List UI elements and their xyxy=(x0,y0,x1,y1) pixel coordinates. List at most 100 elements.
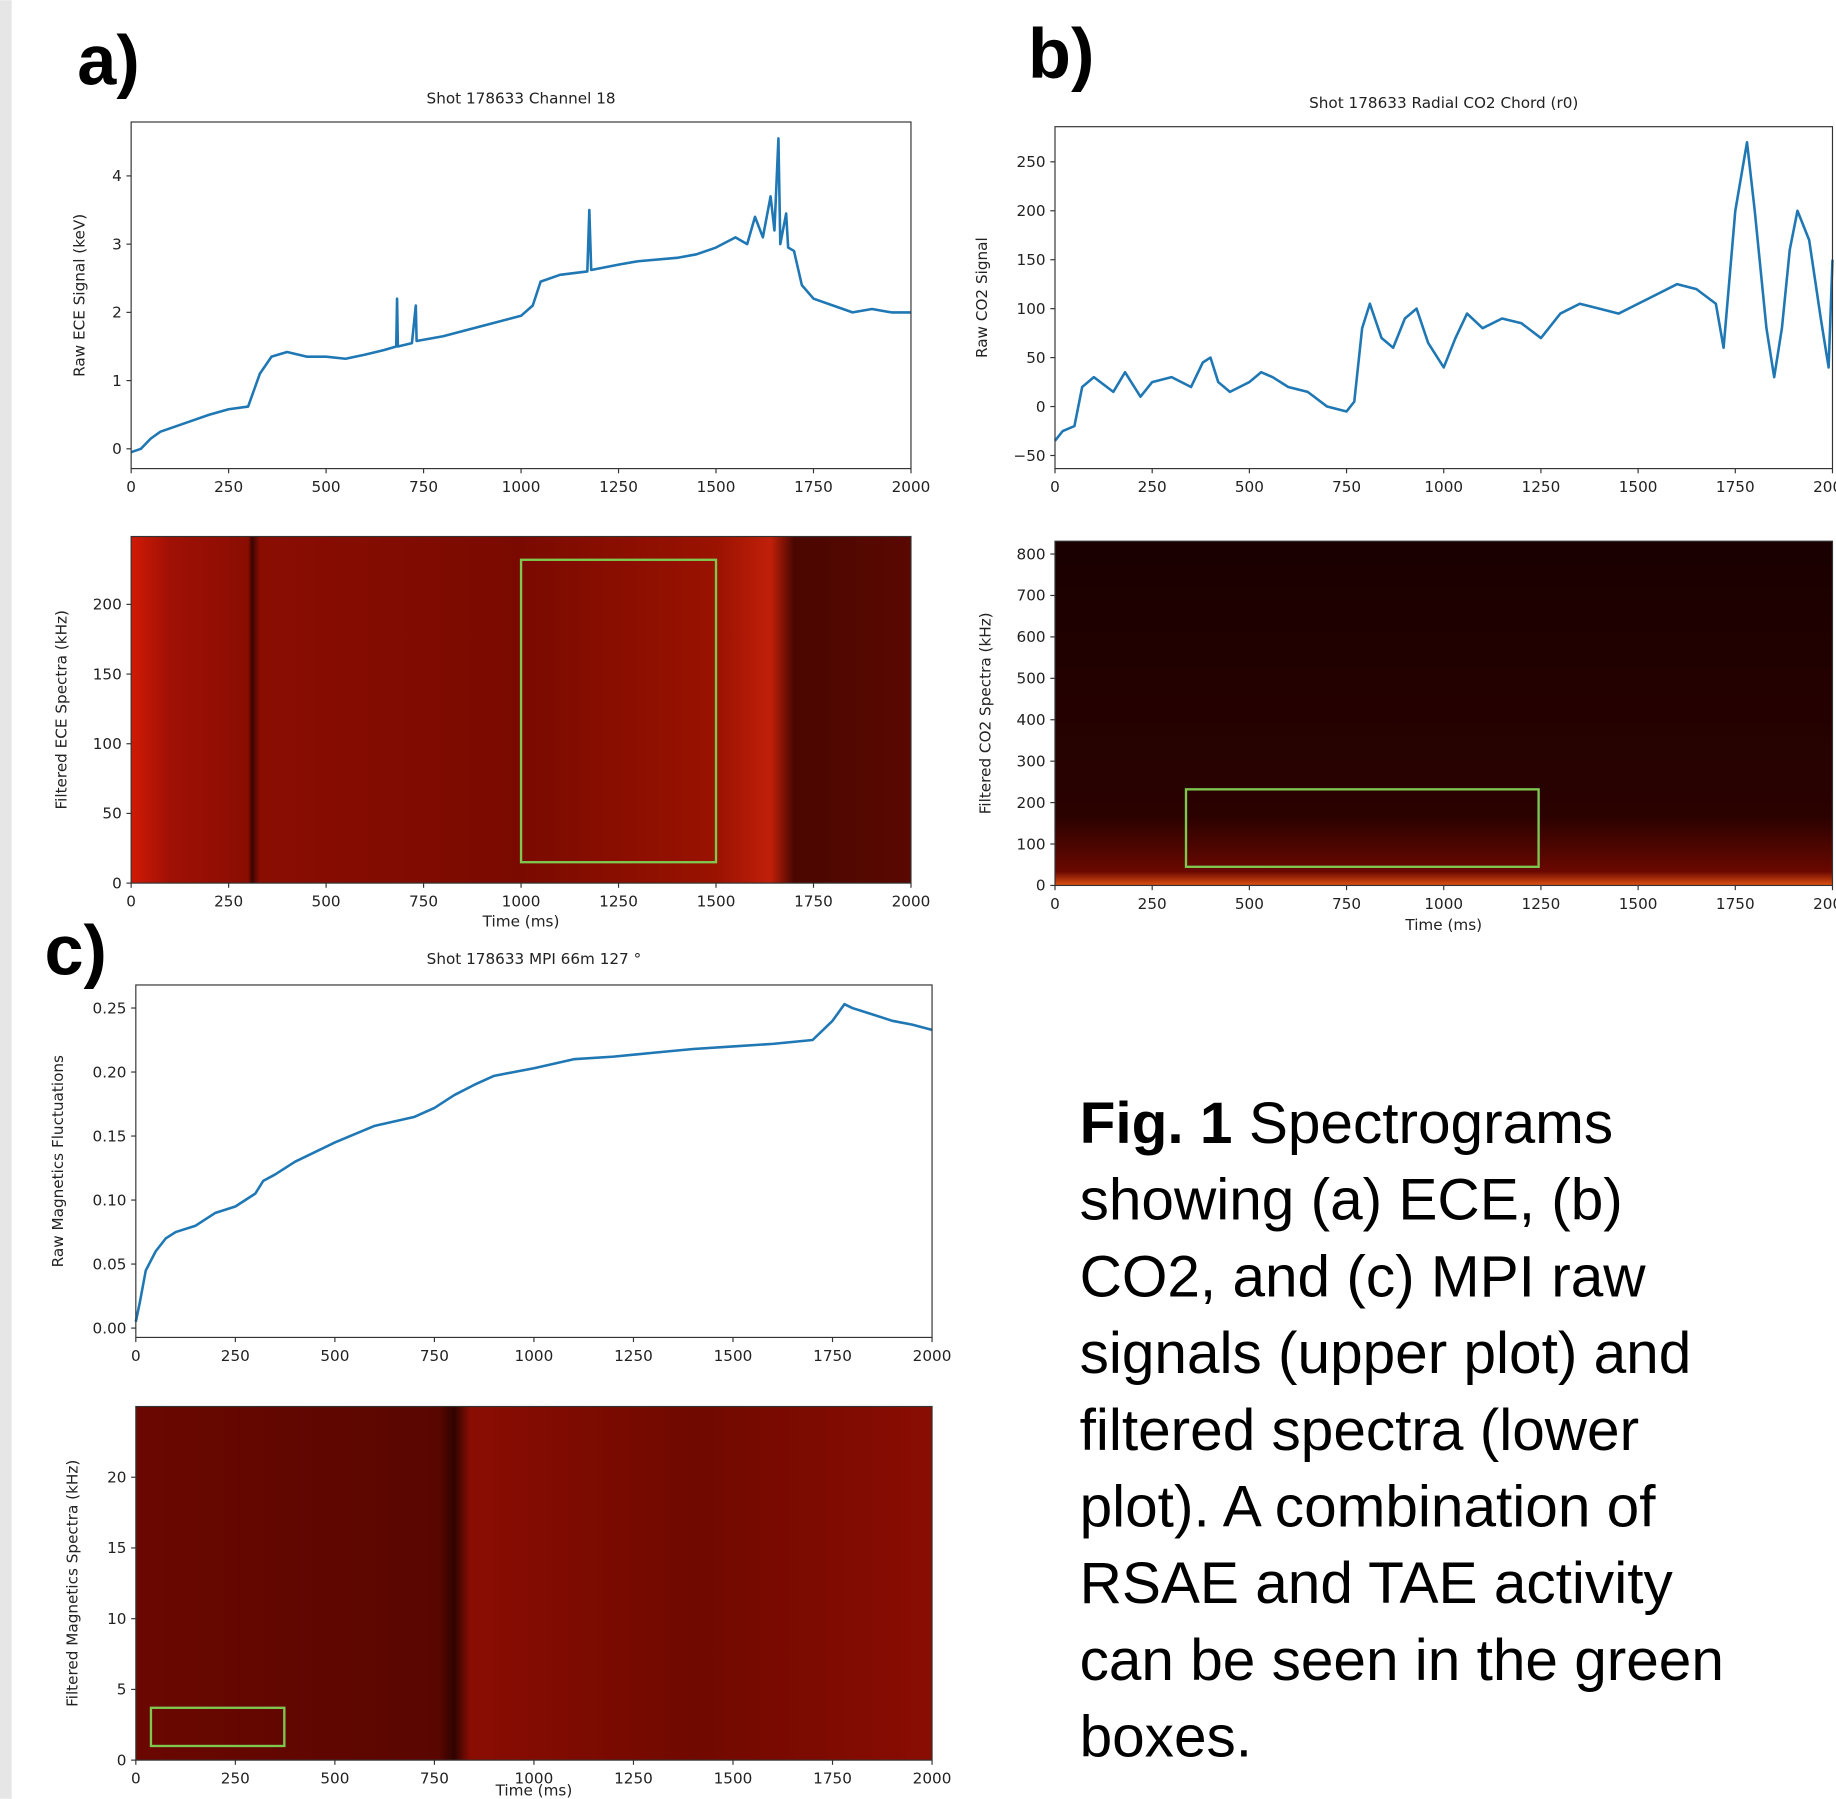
x-tick-label: 1500 xyxy=(714,1770,753,1788)
x-tick-label: 2000 xyxy=(892,893,931,911)
y-axis-label: Raw ECE Signal (keV) xyxy=(70,214,88,377)
y-tick-label: 100 xyxy=(1017,300,1046,318)
x-tick-label: 500 xyxy=(320,1347,349,1365)
y-tick-label: 700 xyxy=(1017,587,1046,605)
chart-title: Shot 178633 MPI 66m 127 ° xyxy=(427,950,642,968)
x-tick-label: 1250 xyxy=(614,1770,653,1788)
y-tick-label: 200 xyxy=(93,596,122,614)
page-edge xyxy=(0,0,12,1799)
x-tick-label: 750 xyxy=(409,478,438,496)
chart-title: Shot 178633 Radial CO2 Chord (r0) xyxy=(1309,94,1578,112)
y-tick-label: 0.05 xyxy=(93,1255,127,1273)
x-tick-label: 1000 xyxy=(1424,478,1463,496)
y-tick-label: 4 xyxy=(112,167,122,185)
x-tick-label: 2000 xyxy=(913,1347,952,1365)
signal-line xyxy=(130,137,911,454)
y-tick-label: −50 xyxy=(1014,447,1046,465)
x-tick-label: 250 xyxy=(214,478,243,496)
y-axis-label: Raw Magnetics Fluctuations xyxy=(49,1055,67,1267)
x-tick-label: 1000 xyxy=(515,1347,554,1365)
caption-text: Spectrograms xyxy=(1249,1091,1613,1156)
x-tick-label: 0 xyxy=(126,893,136,911)
y-tick-label: 0 xyxy=(1036,877,1046,895)
x-tick-label: 1000 xyxy=(515,1770,554,1788)
axes-frame xyxy=(130,121,912,470)
highlight-box xyxy=(519,558,718,864)
x-tick-label: 1250 xyxy=(1522,895,1561,913)
y-tick-label: 10 xyxy=(107,1610,126,1628)
y-tick-label: 50 xyxy=(102,805,121,823)
x-tick-label: 1750 xyxy=(813,1770,852,1788)
x-tick-label: 0 xyxy=(126,478,136,496)
x-tick-label: 2000 xyxy=(1813,895,1836,913)
x-tick-label: 1500 xyxy=(697,893,736,911)
y-tick-label: 0 xyxy=(1036,398,1046,416)
y-tick-label: 200 xyxy=(1017,794,1046,812)
caption-label: Fig. 1 xyxy=(1080,1091,1233,1156)
y-tick-label: 0 xyxy=(112,440,122,458)
panel-label: b) xyxy=(1028,14,1094,93)
panel-label: a) xyxy=(77,21,139,100)
x-tick-label: 1000 xyxy=(502,893,541,911)
x-tick-label: 750 xyxy=(420,1347,449,1365)
signal-line xyxy=(1053,140,1834,442)
y-tick-label: 3 xyxy=(112,235,122,253)
y-tick-label: 200 xyxy=(1017,202,1046,220)
x-tick-label: 2000 xyxy=(913,1770,952,1788)
caption-line: signals (upper plot) and xyxy=(1080,1321,1692,1386)
y-tick-label: 0 xyxy=(112,874,122,892)
y-tick-label: 0.20 xyxy=(93,1063,127,1081)
axes-frame xyxy=(1054,126,1834,470)
y-tick-label: 0 xyxy=(117,1751,127,1769)
panel-label: c) xyxy=(44,910,106,989)
y-tick-label: 2 xyxy=(112,304,122,322)
x-tick-label: 1250 xyxy=(614,1347,653,1365)
caption-line: plot). A combination of xyxy=(1080,1475,1657,1540)
y-tick-label: 250 xyxy=(1017,153,1046,171)
x-axis-label: Time (ms) xyxy=(1404,916,1482,934)
x-axis-label: Time (ms) xyxy=(495,1781,573,1799)
caption-line: showing (a) ECE, (b) xyxy=(1080,1168,1623,1233)
caption-line: boxes. xyxy=(1080,1705,1252,1770)
y-tick-label: 0.15 xyxy=(93,1127,127,1145)
spectrogram-image xyxy=(135,1406,933,1761)
caption-line: filtered spectra (lower xyxy=(1080,1398,1640,1463)
highlight-box xyxy=(149,1706,286,1748)
x-tick-label: 1250 xyxy=(599,893,638,911)
x-tick-label: 1250 xyxy=(599,478,638,496)
x-tick-label: 1750 xyxy=(813,1347,852,1365)
x-tick-label: 1500 xyxy=(1619,478,1658,496)
x-tick-label: 250 xyxy=(1138,895,1167,913)
x-tick-label: 750 xyxy=(420,1770,449,1788)
y-tick-label: 300 xyxy=(1017,752,1046,770)
x-tick-label: 250 xyxy=(221,1770,250,1788)
chart-title: Shot 178633 Channel 18 xyxy=(427,89,616,107)
x-tick-label: 2000 xyxy=(1813,478,1836,496)
x-tick-label: 0 xyxy=(131,1770,141,1788)
caption-line: CO2, and (c) MPI raw xyxy=(1080,1244,1647,1309)
y-tick-label: 0.25 xyxy=(93,999,127,1017)
x-tick-label: 1750 xyxy=(1716,478,1755,496)
x-tick-label: 0 xyxy=(1050,895,1060,913)
x-tick-label: 250 xyxy=(1138,478,1167,496)
y-tick-label: 400 xyxy=(1017,711,1046,729)
x-tick-label: 500 xyxy=(320,1770,349,1788)
y-tick-label: 50 xyxy=(1026,349,1045,367)
x-tick-label: 1750 xyxy=(794,478,833,496)
x-tick-label: 750 xyxy=(1332,478,1361,496)
y-axis-label: Raw CO2 Signal xyxy=(973,237,991,358)
x-tick-label: 500 xyxy=(312,478,341,496)
y-tick-label: 0.00 xyxy=(93,1319,127,1337)
y-axis-label: Filtered CO2 Spectra (kHz) xyxy=(977,612,995,814)
y-tick-label: 1 xyxy=(112,372,122,390)
y-tick-label: 0.10 xyxy=(93,1191,127,1209)
x-tick-label: 1750 xyxy=(1716,895,1755,913)
y-axis-label: Filtered ECE Spectra (kHz) xyxy=(53,610,71,809)
x-tick-label: 0 xyxy=(1050,478,1060,496)
x-tick-label: 750 xyxy=(409,893,438,911)
x-tick-label: 500 xyxy=(1235,478,1264,496)
x-tick-label: 2000 xyxy=(892,478,931,496)
caption-line: can be seen in the green xyxy=(1080,1628,1724,1693)
x-tick-label: 1750 xyxy=(794,893,833,911)
